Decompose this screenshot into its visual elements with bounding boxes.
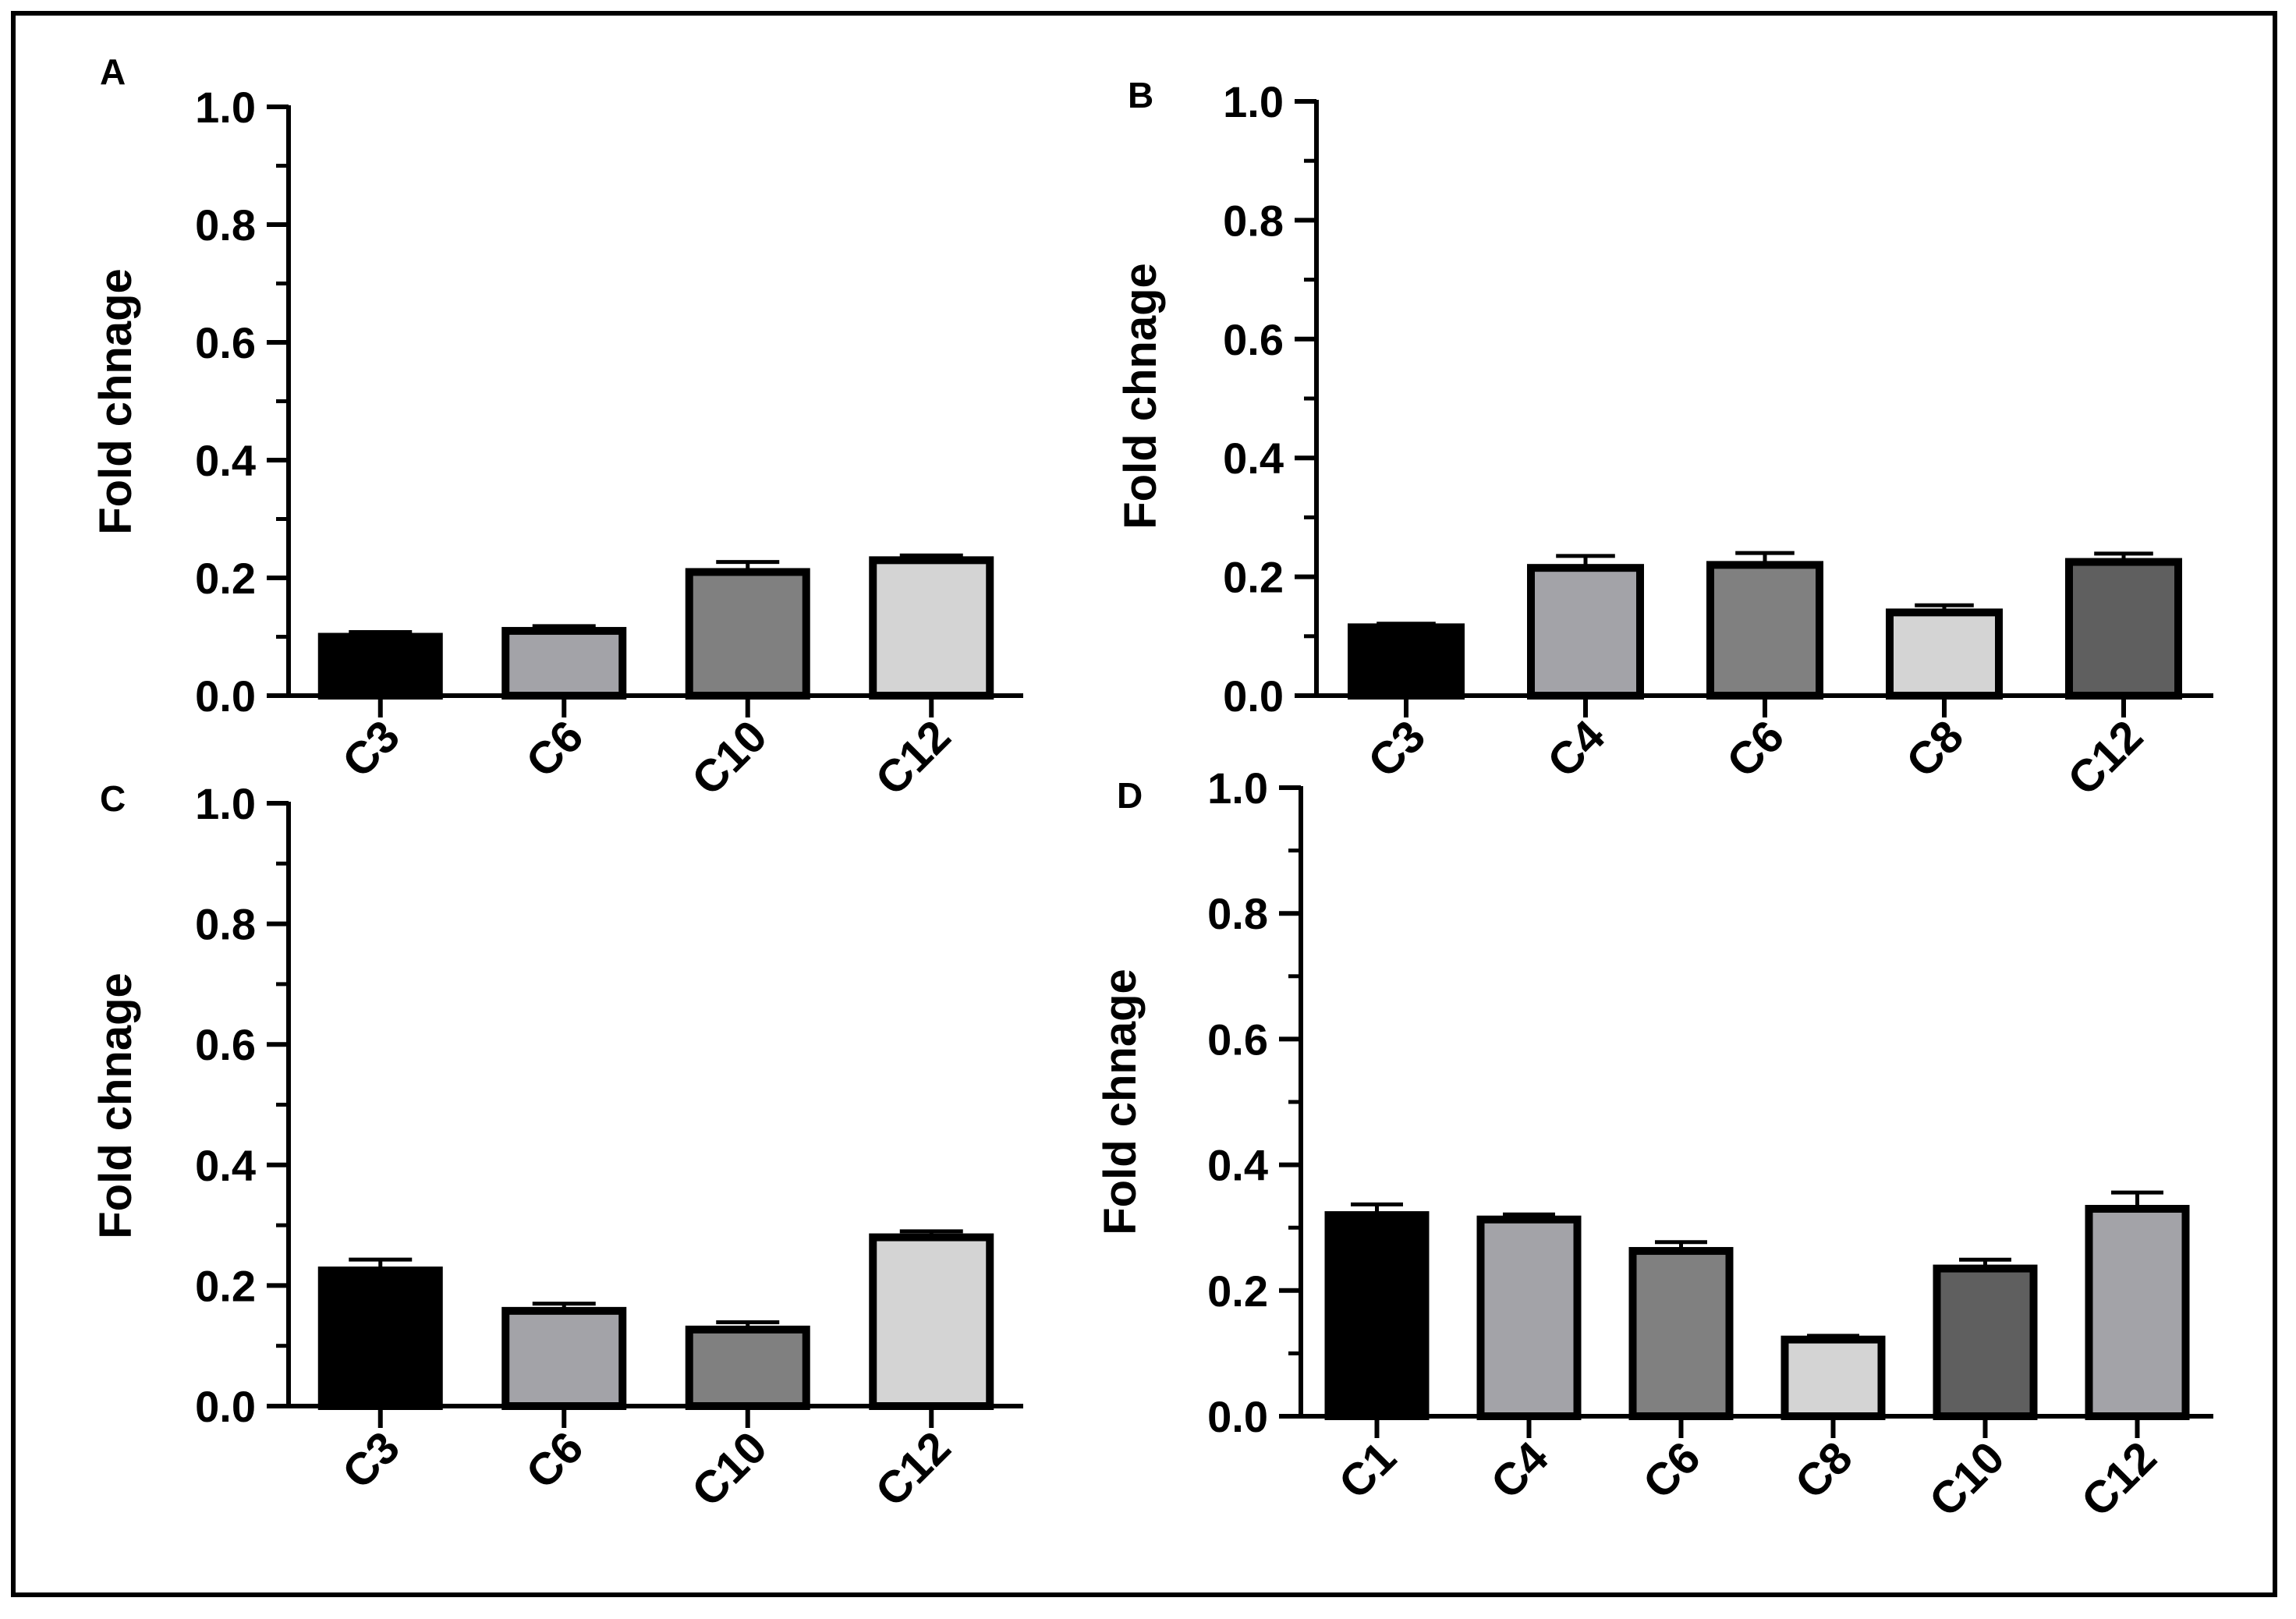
y-tick-label: 0.6 — [195, 1020, 256, 1069]
figure-frame — [11, 11, 2277, 1597]
category-label-C8: C8 — [1897, 710, 1973, 787]
bar-C12 — [869, 1233, 994, 1411]
category-label-C12: C12 — [866, 710, 960, 805]
bar-C6 — [1628, 1247, 1734, 1420]
category-label-C12: C12 — [866, 1422, 960, 1516]
y-tick-label: 0.8 — [195, 200, 256, 250]
y-tick-label: 0.2 — [195, 1261, 256, 1310]
y-tick-label: 0.0 — [1223, 671, 1284, 721]
y-tick-label: 1.0 — [1223, 77, 1284, 126]
panel-letter-c: C — [100, 778, 126, 819]
panel-letter-d: D — [1117, 775, 1143, 816]
y-tick-label: 1.0 — [195, 83, 256, 132]
y-axis-label: Fold chnage — [90, 268, 141, 535]
bar-C6 — [501, 626, 627, 700]
bar-C4 — [1476, 1215, 1582, 1421]
y-tick-label: 0.6 — [1223, 315, 1284, 364]
category-label-C10: C10 — [682, 1422, 777, 1516]
y-axis-label: Fold chnage — [1115, 263, 1166, 530]
y-tick-label: 1.0 — [1207, 763, 1268, 813]
panel-c: C 0.0 0.2 0.4 0.6 0.8 1.0 Fold chnage C3 C6 C10 C1… — [90, 778, 1023, 1516]
y-tick-label: 0.2 — [1223, 553, 1284, 602]
y-tick-label: 0.8 — [1207, 889, 1268, 938]
category-label-C8: C8 — [1785, 1432, 1862, 1508]
category-label-C12: C12 — [2071, 1432, 2166, 1526]
bar-C6 — [501, 1306, 627, 1410]
bar-C10 — [685, 568, 810, 700]
bar-C8 — [1886, 608, 2003, 700]
category-label-C10: C10 — [1919, 1432, 2014, 1526]
y-tick-label: 0.8 — [1223, 196, 1284, 245]
bar-C8 — [1780, 1335, 1886, 1420]
y-tick-label: 0.0 — [1207, 1392, 1268, 1441]
y-tick-label: 0.4 — [195, 436, 256, 485]
category-label-C1: C1 — [1329, 1432, 1405, 1508]
category-label-C6: C6 — [1633, 1432, 1710, 1508]
bar-C12 — [2085, 1205, 2190, 1421]
y-axis-label: Fold chnage — [90, 972, 141, 1239]
bar-C1 — [1324, 1211, 1430, 1420]
y-tick-label: 0.4 — [195, 1141, 256, 1190]
category-label-C6: C6 — [516, 710, 593, 787]
panel-letter-b: B — [1128, 75, 1153, 115]
y-tick-label: 0.6 — [1207, 1015, 1268, 1064]
y-tick-label: 0.0 — [195, 671, 256, 721]
panel-b: B 0.0 0.2 0.4 0.6 0.8 1.0 Fold chnage C3 C4 C6 C8 C… — [1115, 75, 2213, 805]
category-label-C12: C12 — [2058, 710, 2152, 805]
y-tick-label: 0.0 — [195, 1382, 256, 1431]
bar-C6 — [1706, 561, 1823, 700]
panel-a: A 0.0 0.2 0.4 0.6 0.8 1.0 Fold chnage C3 C6 C10 C1… — [90, 51, 1023, 805]
y-tick-label: 0.2 — [1207, 1267, 1268, 1316]
category-label-C4: C4 — [1538, 710, 1614, 787]
bar-C3 — [317, 632, 443, 700]
bar-C10 — [1933, 1264, 2038, 1420]
category-label-C3: C3 — [1359, 710, 1435, 787]
y-tick-label: 1.0 — [195, 779, 256, 828]
y-tick-label: 0.4 — [1207, 1141, 1268, 1190]
category-label-C3: C3 — [333, 1422, 409, 1498]
y-tick-label: 0.6 — [195, 318, 256, 367]
category-label-C6: C6 — [1717, 710, 1794, 787]
y-axis-label: Fold chnage — [1095, 969, 1146, 1235]
category-label-C4: C4 — [1481, 1432, 1557, 1508]
bar-C10 — [685, 1325, 810, 1410]
y-tick-label: 0.4 — [1223, 434, 1284, 483]
category-label-C10: C10 — [682, 710, 777, 805]
bar-C3 — [317, 1267, 443, 1410]
bar-C12 — [869, 556, 994, 700]
y-tick-label: 0.8 — [195, 900, 256, 949]
bar-C4 — [1527, 564, 1644, 700]
bar-C12 — [2065, 558, 2182, 700]
bar-C3 — [1348, 623, 1465, 700]
panel-letter-a: A — [100, 51, 126, 92]
category-label-C6: C6 — [516, 1422, 593, 1498]
y-tick-label: 0.2 — [195, 554, 256, 603]
category-label-C3: C3 — [333, 710, 409, 787]
panel-d: D 0.0 0.2 0.4 0.6 0.8 1.0 Fold chnage C1 C4 C6 C8 C… — [1095, 763, 2213, 1526]
